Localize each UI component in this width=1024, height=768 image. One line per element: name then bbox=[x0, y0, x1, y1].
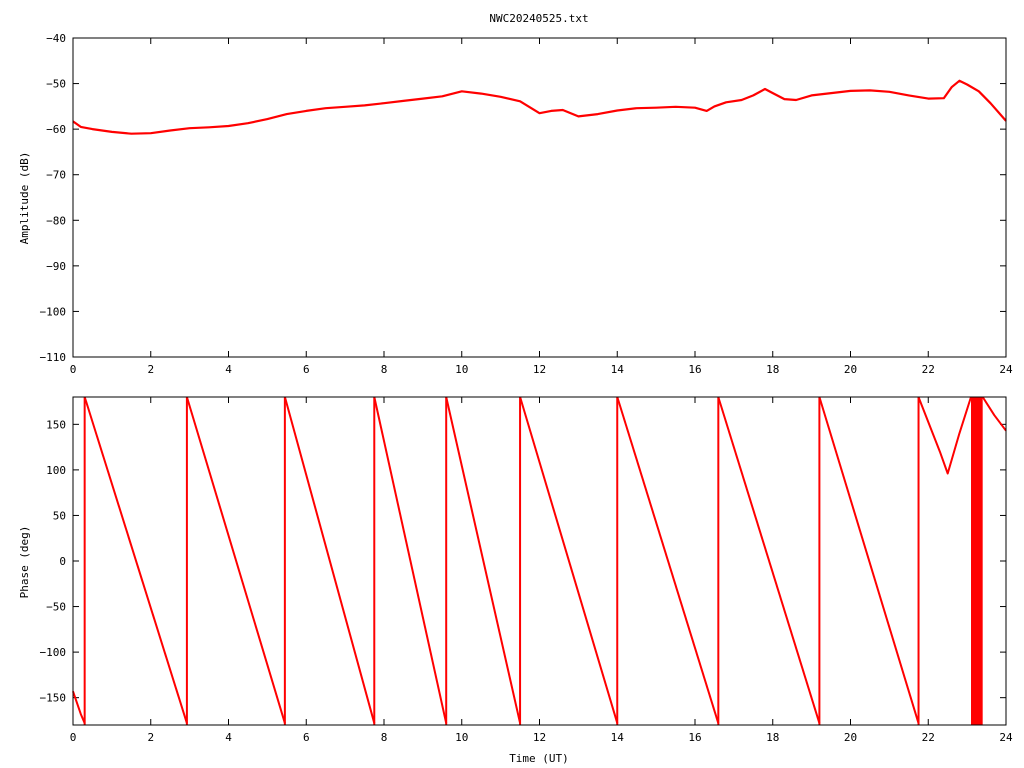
phase-ytick-label: 150 bbox=[46, 418, 66, 431]
chart-title: NWC20240525.txt bbox=[489, 12, 588, 25]
phase-ytick-label: −50 bbox=[46, 601, 66, 614]
amp-xtick-label: 18 bbox=[766, 363, 779, 376]
amp-ytick-label: −40 bbox=[46, 32, 66, 45]
phase-segment-line bbox=[981, 396, 1007, 432]
phase-xtick-label: 12 bbox=[533, 731, 546, 744]
phase-xtick-label: 18 bbox=[766, 731, 779, 744]
phase-xtick-label: 20 bbox=[844, 731, 857, 744]
phase-segment-line bbox=[373, 396, 448, 724]
amplitude-ylabel: Amplitude (dB) bbox=[18, 152, 31, 245]
phase-xlabel: Time (UT) bbox=[509, 752, 569, 765]
phase-xtick-label: 4 bbox=[225, 731, 232, 744]
phase-segment-line bbox=[83, 396, 188, 724]
phase-xtick-label: 22 bbox=[922, 731, 935, 744]
amp-series-line bbox=[72, 79, 1007, 135]
amp-ytick-label: −60 bbox=[46, 123, 66, 136]
phase-xtick-label: 14 bbox=[611, 731, 625, 744]
phase-segment-line bbox=[72, 690, 86, 724]
phase-ytick-label: 50 bbox=[53, 509, 66, 522]
amp-xtick-label: 16 bbox=[688, 363, 701, 376]
amp-xtick-label: 0 bbox=[70, 363, 77, 376]
phase-segment-line bbox=[818, 396, 920, 724]
amp-xtick-label: 20 bbox=[844, 363, 857, 376]
amp-ytick-label: −80 bbox=[46, 214, 66, 227]
amp-xtick-label: 14 bbox=[611, 363, 625, 376]
phase-xtick-label: 10 bbox=[455, 731, 468, 744]
amp-ytick-label: −100 bbox=[40, 305, 67, 318]
amp-xtick-label: 2 bbox=[147, 363, 154, 376]
amp-xtick-label: 8 bbox=[381, 363, 388, 376]
phase-ytick-label: 0 bbox=[59, 555, 66, 568]
phase-segment-line bbox=[917, 396, 972, 475]
amp-xtick-label: 24 bbox=[999, 363, 1013, 376]
phase-segment-line bbox=[185, 396, 286, 724]
amp-xtick-label: 10 bbox=[455, 363, 468, 376]
phase-segment-line bbox=[445, 396, 522, 724]
amp-xtick-label: 6 bbox=[303, 363, 310, 376]
amp-xtick-label: 22 bbox=[922, 363, 935, 376]
amp-xtick-label: 12 bbox=[533, 363, 546, 376]
phase-xtick-label: 24 bbox=[999, 731, 1013, 744]
phase-xtick-label: 16 bbox=[688, 731, 701, 744]
amp-ytick-label: −110 bbox=[40, 351, 67, 364]
phase-segment-line bbox=[283, 396, 376, 724]
phase-segment-line bbox=[616, 396, 720, 724]
amp-xtick-label: 4 bbox=[225, 363, 232, 376]
phase-ytick-label: −100 bbox=[40, 646, 67, 659]
phase-panel: Phase (deg) Time (UT) 0 2 4 6 8 10 12 14 16 18 20 2… bbox=[18, 396, 1013, 765]
amp-ytick-label: −90 bbox=[46, 260, 66, 273]
phase-ylabel: Phase (deg) bbox=[18, 526, 31, 599]
phase-xtick-label: 6 bbox=[303, 731, 310, 744]
amp-ytick-label: −50 bbox=[46, 78, 66, 91]
phase-segment-line bbox=[519, 396, 619, 724]
amplitude-panel: Amplitude (dB) 0 2 4 6 8 10 12 14 16 18 20 22 24−110… bbox=[18, 32, 1013, 376]
phase-segment-line bbox=[717, 396, 821, 724]
phase-xtick-label: 0 bbox=[70, 731, 77, 744]
phase-plot-frame bbox=[72, 396, 1007, 726]
phase-xtick-label: 8 bbox=[381, 731, 388, 744]
phase-ytick-label: −150 bbox=[40, 692, 67, 705]
phase-filled-band bbox=[971, 397, 983, 725]
amp-ytick-label: −70 bbox=[46, 169, 66, 182]
phase-ytick-label: 100 bbox=[46, 464, 66, 477]
phase-xtick-label: 2 bbox=[147, 731, 154, 744]
amplitude-plot-frame bbox=[72, 37, 1007, 358]
